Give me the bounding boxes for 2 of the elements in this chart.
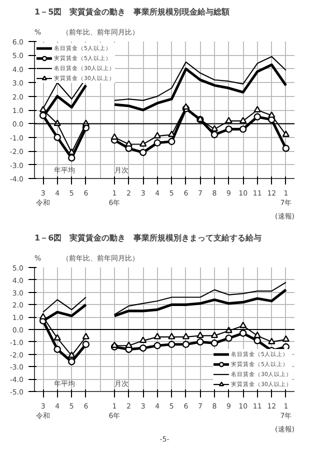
chart-title: 1－6図 実質賃金の動き 事業所規模別きまって支給する給与: [34, 232, 262, 242]
chart-title: 1－5図 実質賃金の動き 事業所規模別現金給与総額: [34, 6, 230, 16]
